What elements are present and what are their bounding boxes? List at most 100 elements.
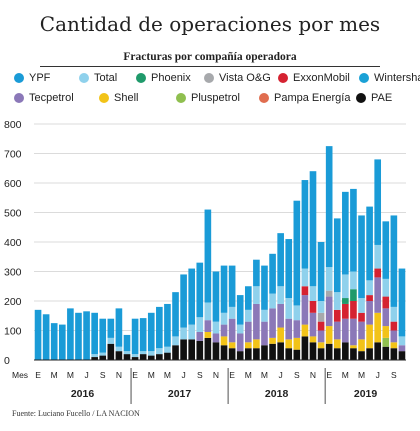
bar-segment [350, 188, 357, 272]
bar-segment [58, 324, 66, 360]
bar-segment [390, 321, 398, 331]
legend-swatch [14, 73, 24, 83]
bar-segment [147, 355, 155, 360]
bar-segment [390, 306, 398, 322]
x-tick-label: M [358, 370, 365, 380]
bar-segment [131, 357, 139, 360]
bar-segment [374, 244, 382, 269]
bar-segment [325, 326, 333, 344]
bar-segment [366, 324, 373, 349]
bar-stack [228, 265, 236, 360]
bar-segment [293, 320, 301, 338]
bar-segment [350, 318, 357, 346]
bar-segment [172, 292, 179, 337]
legend-swatch [176, 93, 186, 103]
bar-segment [382, 346, 390, 360]
bar-segment [107, 343, 115, 360]
legend-label: Vista O&G [219, 72, 271, 84]
bar-segment [172, 345, 179, 360]
bar-segment [301, 295, 309, 325]
x-tick-label: M [51, 370, 58, 380]
bar-segment [236, 324, 244, 334]
bar-segment [374, 159, 382, 245]
bar-segment [366, 348, 373, 360]
bar-stack [350, 188, 357, 360]
x-tick-label: N [310, 370, 316, 380]
bar-segment [382, 308, 390, 327]
legend-swatch [14, 93, 24, 103]
bar-segment [107, 318, 115, 338]
bar-segment [277, 327, 284, 343]
bar-segment [317, 312, 325, 322]
grid-lines: 0 100 200 300 400 500 600 700 800 [4, 119, 406, 367]
bar-segment [228, 342, 236, 349]
bar-segment [325, 290, 333, 297]
x-tick-label: E [229, 370, 235, 380]
y-tick-label: 800 [4, 119, 22, 131]
bar-stack [115, 308, 123, 360]
legend-swatch [99, 93, 109, 103]
bar-segment [317, 321, 325, 331]
bar-segment [301, 180, 309, 269]
legend-label: Pampa Energía [274, 92, 351, 104]
bar-segment [139, 318, 147, 352]
bar-segment [301, 268, 309, 287]
bar-segment [115, 346, 123, 352]
bar-segment [196, 340, 204, 360]
bar-segment [325, 146, 333, 268]
bar-segment [277, 342, 284, 360]
bar-segment [358, 351, 365, 360]
bar-stack [196, 262, 204, 360]
bar-segment [309, 286, 317, 301]
bar-stack [156, 306, 163, 360]
bar-stack [317, 242, 325, 360]
bar-segment [204, 331, 212, 338]
bar-segment [350, 345, 357, 349]
bar-segment [131, 354, 139, 358]
bar-stack [253, 259, 260, 360]
x-tick-label: M [245, 370, 252, 380]
bar-stack [147, 312, 155, 360]
bar-segment [253, 259, 260, 287]
x-tick-label: J [376, 370, 380, 380]
bar-segment [131, 318, 139, 355]
legend-label: Wintershall [374, 72, 420, 84]
bar-segment [261, 321, 268, 346]
bar-segment [139, 351, 147, 355]
bar-stack [261, 265, 268, 360]
bar-segment [253, 348, 260, 360]
bar-segment [382, 278, 390, 297]
chart-subtitle: Fracturas por compañía operadora [123, 51, 297, 63]
bar-segment [301, 336, 309, 360]
bar-segment [398, 268, 406, 337]
bar-segment [220, 336, 228, 346]
bar-segment [99, 318, 107, 353]
legend-swatch [359, 73, 369, 83]
bar-segment [366, 206, 373, 281]
bar-stack [107, 318, 115, 360]
x-tick-label: J [279, 370, 283, 380]
x-tick-label: S [294, 370, 300, 380]
bar-segment [390, 342, 398, 349]
x-tick-label: M [261, 370, 268, 380]
bar-stack [277, 233, 284, 360]
bar-segment [220, 312, 228, 325]
bar-stack [67, 308, 74, 361]
legend-label: PAE [371, 92, 393, 104]
bar-segment [75, 312, 82, 360]
bar-segment [285, 239, 293, 299]
bar-segment [228, 306, 236, 319]
bar-segment [244, 321, 252, 343]
bar-segment [139, 354, 147, 360]
x-tick-label: M [342, 370, 349, 380]
bar-segment [188, 339, 196, 360]
x-tick-label: M [164, 370, 171, 380]
bar-segment [123, 334, 131, 352]
year-label: 2017 [168, 388, 192, 400]
bar-segment [236, 295, 244, 325]
y-tick-label: 0 [4, 355, 10, 367]
bar-segment [309, 171, 317, 287]
bar-segment [325, 343, 333, 360]
bar-segment [91, 312, 98, 355]
legend-label: Tecpetrol [29, 92, 74, 104]
